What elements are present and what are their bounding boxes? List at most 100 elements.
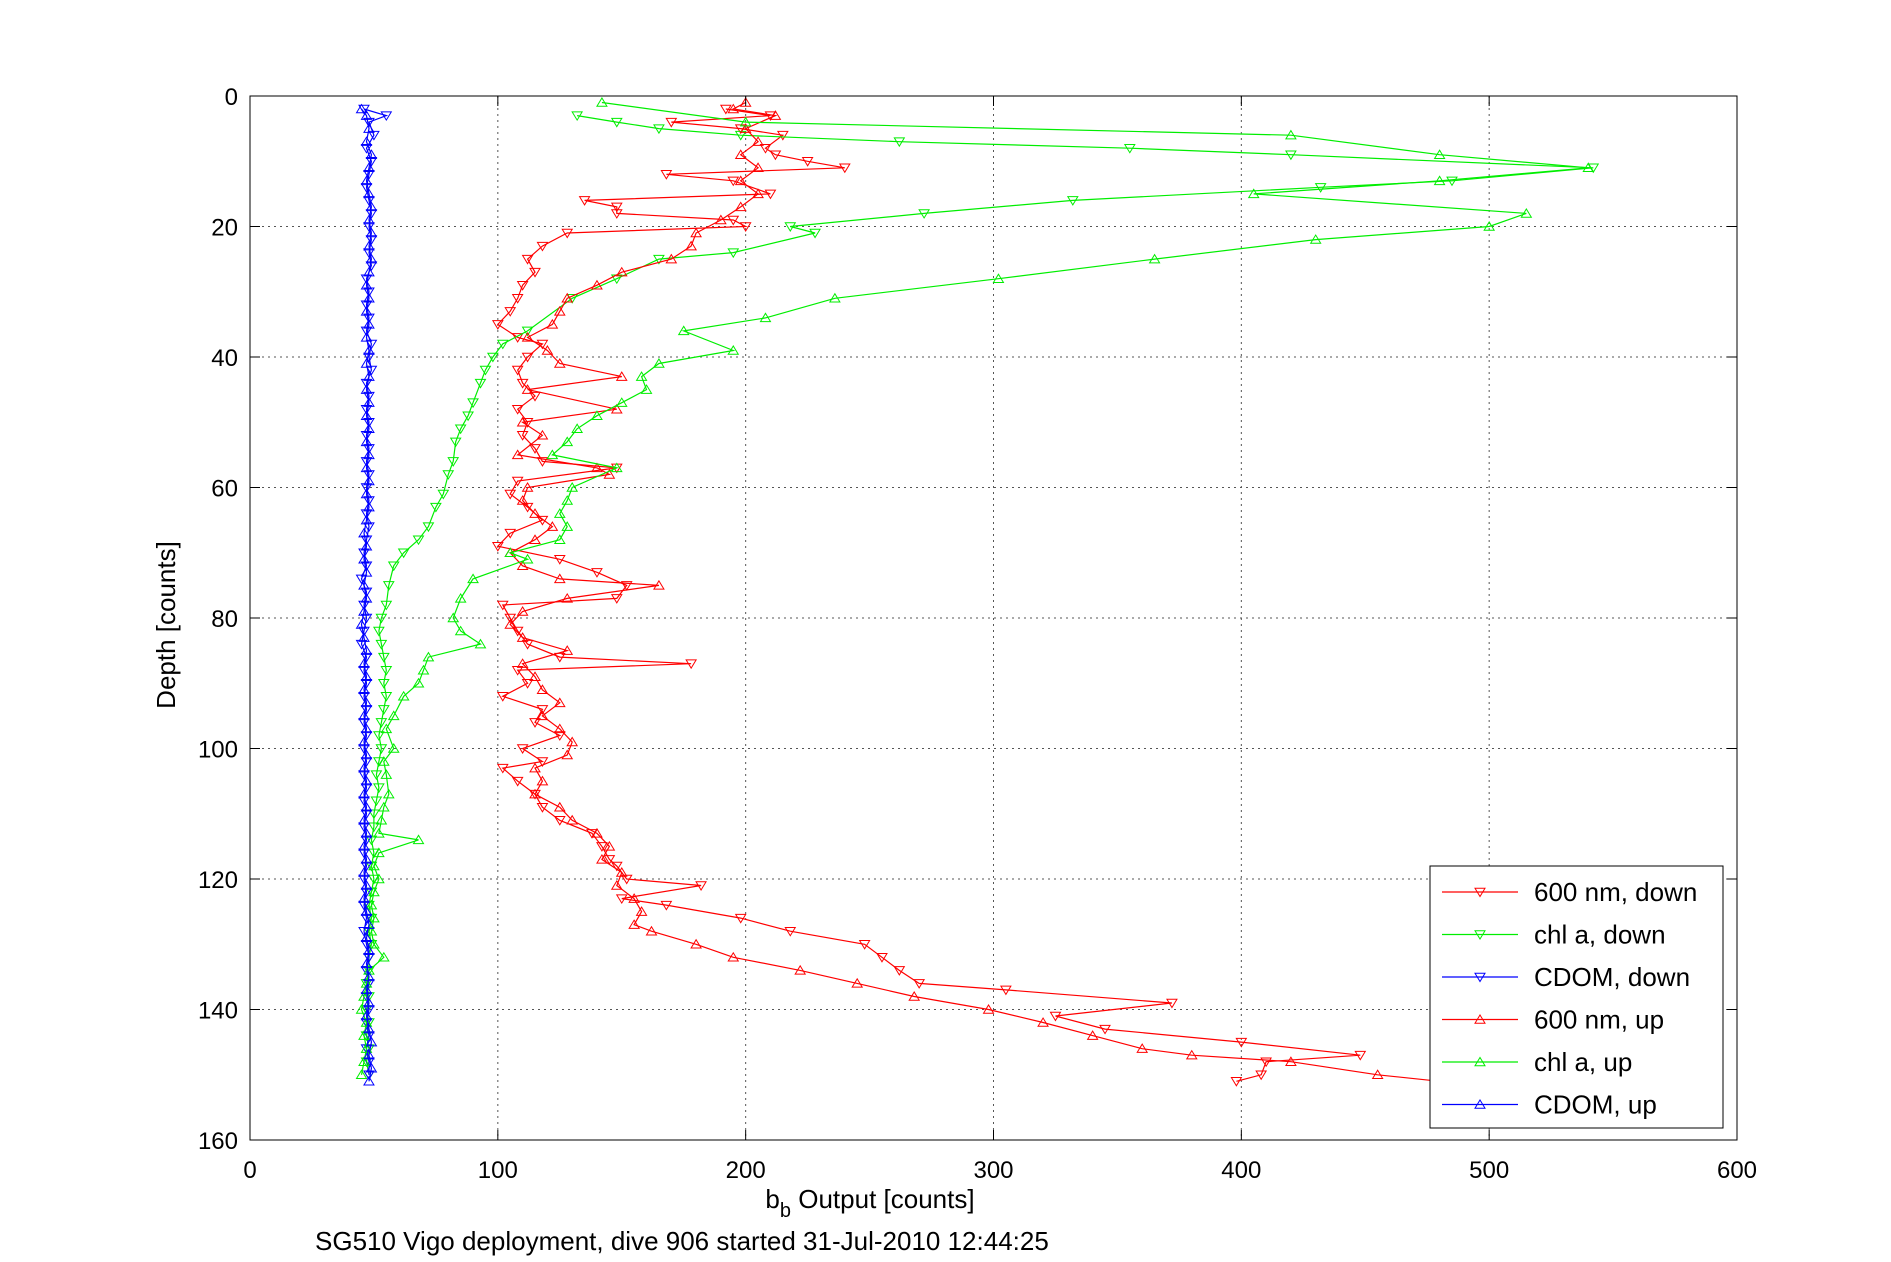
data-point	[363, 1023, 375, 1034]
legend-item: chl a, down	[1442, 920, 1666, 950]
data-point	[764, 189, 777, 200]
data-point	[913, 979, 926, 989]
data-point	[491, 541, 504, 552]
data-point	[363, 1070, 375, 1081]
data-point	[553, 801, 566, 812]
data-point	[358, 579, 370, 590]
data-point	[752, 188, 764, 199]
data-point	[363, 919, 375, 929]
data-point	[893, 966, 906, 976]
data-point	[360, 488, 373, 499]
data-point	[677, 325, 690, 336]
data-point	[365, 1062, 378, 1073]
data-point	[360, 723, 373, 734]
data-point	[615, 371, 628, 381]
data-point	[372, 731, 385, 741]
data-point	[536, 802, 549, 813]
data-point	[635, 371, 648, 381]
data-point	[360, 749, 373, 760]
series-layer	[355, 97, 1600, 1087]
data-point	[368, 938, 380, 949]
data-point	[368, 860, 380, 871]
x-tick-label: 600	[1717, 1157, 1757, 1184]
legend-label: chl a, up	[1534, 1047, 1632, 1077]
data-point	[769, 110, 782, 120]
data-point	[553, 508, 566, 518]
data-point	[496, 763, 509, 774]
data-point	[1049, 1011, 1062, 1022]
legend-item: CDOM, down	[1442, 962, 1690, 992]
data-point	[380, 600, 393, 611]
data-point	[363, 496, 375, 507]
data-point	[365, 1036, 378, 1047]
tick-labels: 0 100 200 300 400 500 600 0 20 40 60 80 100 120 140 160	[198, 84, 1757, 1184]
data-point	[653, 579, 665, 590]
legend-label: CDOM, down	[1534, 962, 1690, 992]
data-point	[516, 744, 529, 754]
data-point	[596, 842, 608, 852]
data-point	[437, 489, 450, 500]
data-point	[801, 157, 814, 167]
data-point	[734, 149, 747, 159]
data-point	[992, 273, 1005, 283]
data-point	[360, 535, 373, 546]
data-point	[1285, 150, 1297, 161]
data-point	[368, 822, 380, 833]
data-point	[355, 619, 368, 629]
data-point	[1371, 1069, 1384, 1079]
data-point	[591, 827, 603, 838]
data-point	[363, 266, 375, 277]
data-point	[363, 945, 375, 956]
data-point	[360, 358, 373, 368]
data-point	[759, 312, 772, 323]
data-point	[553, 534, 566, 544]
data-point	[360, 984, 373, 995]
data-point	[363, 345, 375, 355]
data-point	[690, 227, 702, 238]
data-point	[380, 692, 393, 702]
data-point	[1148, 253, 1161, 264]
data-point	[504, 619, 517, 629]
data-point	[1230, 1077, 1243, 1087]
data-point	[628, 919, 641, 929]
data-point	[794, 964, 807, 975]
data-point	[734, 175, 747, 186]
data-point	[360, 906, 373, 916]
data-point	[516, 280, 529, 291]
legend-label: CDOM, up	[1534, 1090, 1657, 1120]
legend-swatch-marker	[1474, 887, 1486, 898]
y-tick-label: 140	[198, 998, 238, 1025]
data-point	[380, 665, 393, 676]
data-point	[412, 677, 425, 688]
data-point	[752, 136, 764, 146]
series-line	[509, 101, 1440, 1082]
data-point	[610, 462, 623, 473]
data-point	[566, 482, 579, 492]
data-point	[685, 240, 698, 251]
data-point	[653, 124, 665, 135]
data-point	[918, 209, 930, 219]
x-tick-label: 400	[1221, 1157, 1261, 1184]
data-point	[653, 358, 665, 368]
data-point	[1314, 183, 1327, 193]
data-point	[363, 391, 375, 402]
data-point	[561, 495, 574, 505]
data-point	[1433, 149, 1446, 159]
data-point	[360, 1043, 373, 1053]
legend-swatch-marker	[1474, 1014, 1486, 1024]
data-point	[467, 573, 479, 584]
y-tick-label: 120	[198, 867, 238, 894]
data-point	[363, 240, 375, 251]
data-point	[358, 632, 370, 642]
data-point	[739, 116, 752, 127]
data-point	[363, 449, 375, 460]
data-point	[610, 202, 623, 213]
series-line	[360, 101, 1589, 1075]
data-point	[360, 305, 373, 316]
data-point	[454, 424, 467, 435]
data-point	[363, 1075, 375, 1086]
data-point	[1520, 207, 1533, 218]
data-point	[1185, 1049, 1198, 1060]
data-point	[422, 651, 435, 662]
data-point	[363, 997, 375, 1008]
